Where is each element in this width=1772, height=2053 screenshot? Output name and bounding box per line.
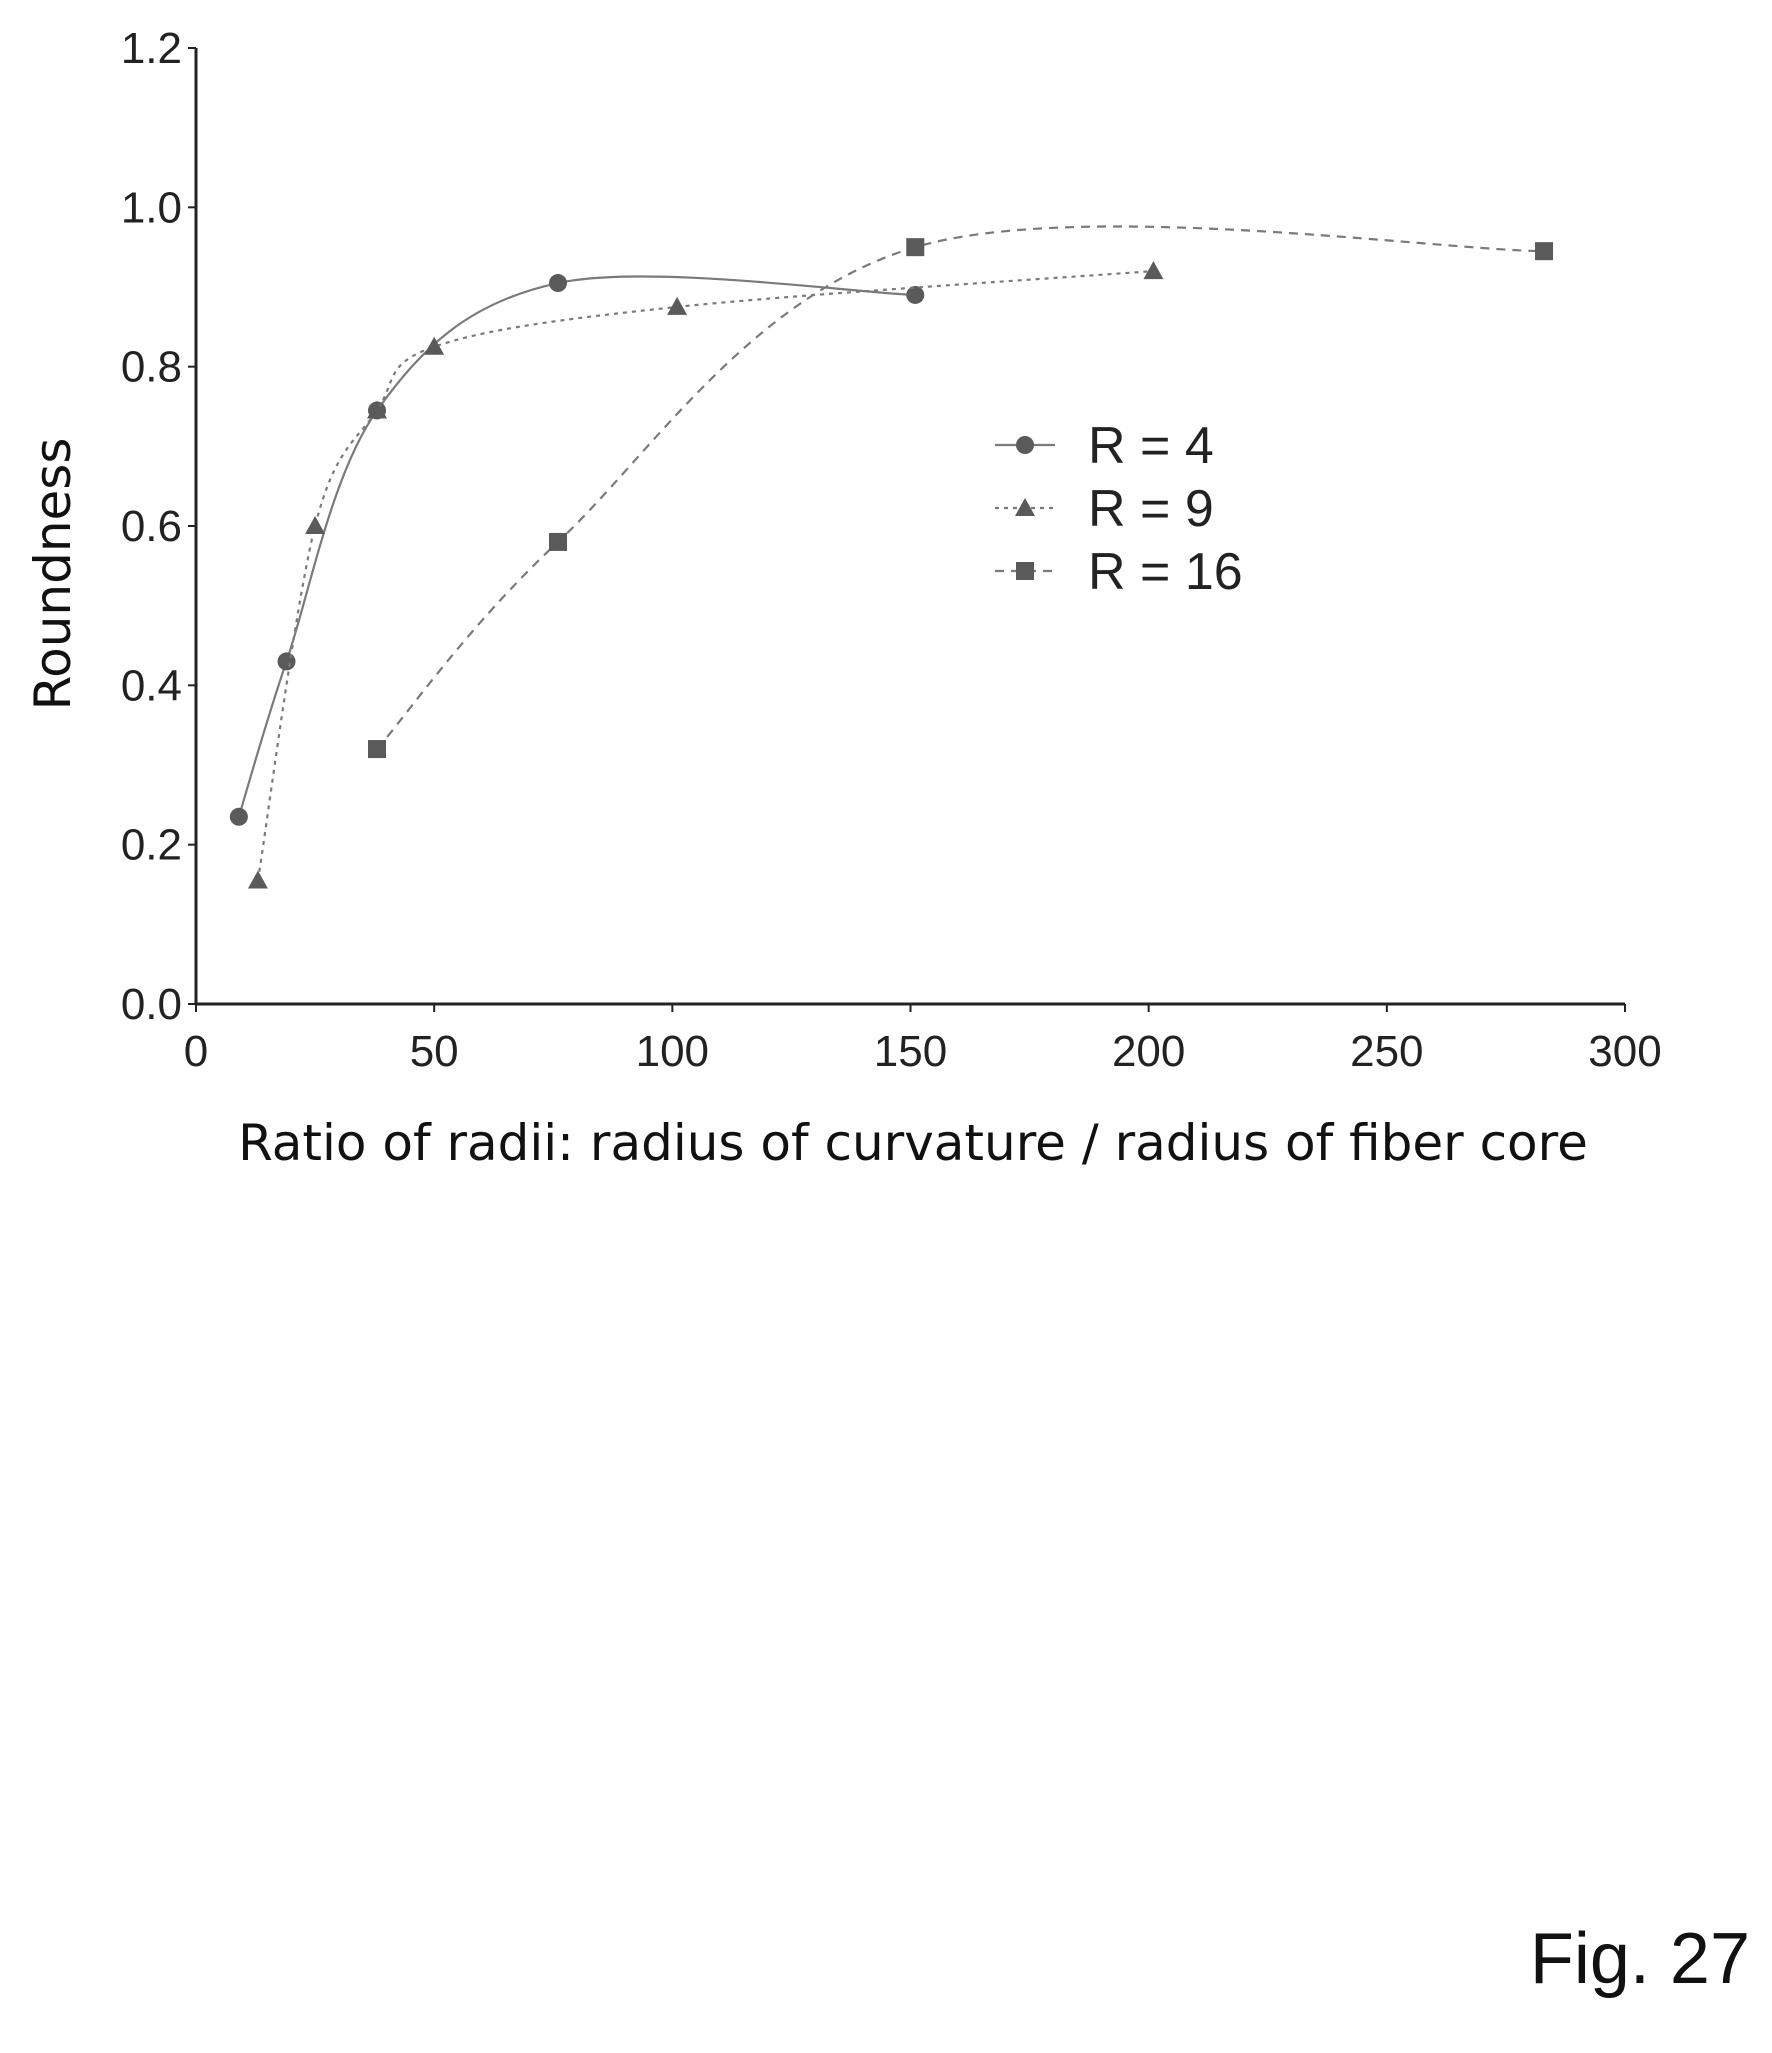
data-point: [247, 870, 268, 889]
series-line: [237, 275, 916, 818]
legend-marker: [1016, 562, 1034, 580]
y-tick-label: 0.2: [121, 821, 182, 870]
data-point: [906, 238, 925, 257]
legend-marker: [1016, 436, 1034, 454]
data-point: [906, 285, 925, 304]
series-line: [376, 225, 1545, 750]
data-point: [367, 400, 388, 419]
data-point: [368, 740, 387, 759]
y-tick-label: 0.0: [121, 980, 182, 1029]
y-tick-label: 0.6: [121, 502, 182, 551]
y-tick-labels: 0.0 0.2 0.4 0.6 0.8 1.0 1.2: [121, 24, 196, 1029]
x-tick-label: 300: [1588, 1027, 1661, 1076]
legend-marker: [1015, 498, 1035, 516]
data-point: [667, 296, 688, 315]
y-tick-label: 1.2: [121, 24, 182, 73]
y-tick-label: 0.4: [121, 661, 182, 710]
data-point: [277, 652, 296, 671]
x-tick-label: 200: [1112, 1027, 1185, 1076]
legend-item: R = 9: [995, 480, 1214, 538]
series-layer: [229, 225, 1554, 889]
data-point: [549, 532, 568, 551]
x-tick-label: 0: [184, 1027, 208, 1076]
y-axis-title: Roundness: [24, 438, 82, 711]
legend-item: R = 16: [995, 543, 1243, 601]
data-point: [305, 516, 326, 534]
legend-label: R = 16: [1088, 543, 1243, 601]
x-tick-label: 250: [1350, 1027, 1423, 1076]
legend: R = 4R = 9R = 16: [995, 417, 1243, 601]
y-tick-label: 1.0: [121, 183, 182, 232]
figure-label: Fig. 27: [1530, 1919, 1750, 1999]
data-point: [1143, 261, 1164, 280]
series-1: [229, 274, 925, 826]
x-tick-labels: 0 50 100 150 200 250 300: [184, 1004, 1662, 1076]
data-point: [549, 274, 568, 293]
x-tick-label: 50: [410, 1027, 459, 1076]
data-point: [1535, 242, 1554, 261]
legend-label: R = 9: [1088, 480, 1214, 538]
data-point: [424, 336, 445, 355]
series-line: [256, 269, 1154, 881]
legend-item: R = 4: [995, 417, 1214, 475]
axes: [194, 48, 1625, 1006]
data-point: [229, 807, 248, 826]
x-axis-title: Ratio of radii: radius of curvature / ra…: [238, 1114, 1588, 1172]
x-tick-label: 100: [636, 1027, 709, 1076]
series-3: [368, 225, 1554, 759]
series-2: [247, 261, 1164, 889]
x-tick-label: 150: [874, 1027, 947, 1076]
y-tick-label: 0.8: [121, 343, 182, 392]
legend-label: R = 4: [1088, 417, 1214, 475]
